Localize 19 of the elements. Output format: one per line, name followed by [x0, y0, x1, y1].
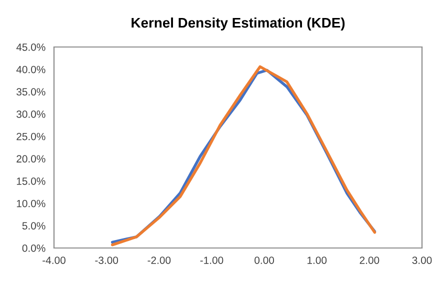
y-tick-label: 15.0% — [16, 178, 46, 185]
y-tick-label: 30.0% — [16, 110, 46, 118]
x-tick-label: -1.00 — [200, 256, 224, 264]
x-tick-label: -2.00 — [148, 256, 171, 264]
y-tick-label: 40.0% — [16, 66, 46, 74]
x-tick-label: 3.00 — [412, 256, 432, 264]
x-tick-label: 0.00 — [254, 256, 274, 264]
x-tick-label: 1.00 — [308, 256, 327, 264]
y-tick-label: 10.0% — [16, 200, 46, 208]
y-tick-label: 20.0% — [16, 155, 46, 163]
x-tick-label: 2.00 — [360, 256, 380, 264]
x-tick-label: -3.00 — [95, 256, 118, 264]
y-tick-label: 0.0% — [22, 244, 46, 252]
y-tick-label: 25.0% — [16, 132, 46, 140]
y-tick-label: 45.0% — [16, 44, 46, 51]
y-tick-label: 5.0% — [22, 222, 46, 230]
chart-title: Kernel Density Estimation (KDE) — [132, 17, 345, 30]
y-tick-label: 35.0% — [16, 88, 46, 96]
x-tick-label: -4.00 — [42, 256, 66, 264]
